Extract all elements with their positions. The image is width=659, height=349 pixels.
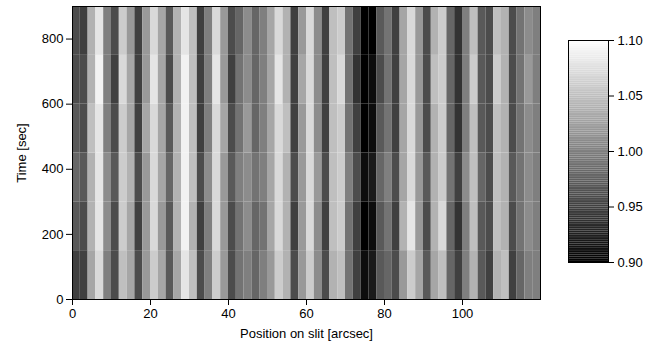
svg-text:100: 100 — [452, 306, 474, 321]
svg-text:0.90: 0.90 — [618, 255, 643, 270]
svg-text:0: 0 — [56, 292, 63, 307]
svg-text:400: 400 — [42, 161, 64, 176]
svg-text:60: 60 — [299, 306, 313, 321]
svg-text:800: 800 — [42, 31, 64, 46]
svg-text:1.10: 1.10 — [618, 33, 643, 48]
svg-text:Position on slit [arcsec]: Position on slit [arcsec] — [240, 326, 373, 341]
svg-text:Time [sec]: Time [sec] — [14, 123, 29, 182]
svg-text:40: 40 — [221, 306, 235, 321]
svg-text:20: 20 — [143, 306, 157, 321]
svg-text:80: 80 — [377, 306, 391, 321]
svg-text:0.95: 0.95 — [618, 199, 643, 214]
svg-text:1.00: 1.00 — [618, 144, 643, 159]
svg-text:0: 0 — [69, 306, 76, 321]
svg-text:600: 600 — [42, 96, 64, 111]
svg-text:1.05: 1.05 — [618, 88, 643, 103]
svg-text:200: 200 — [42, 227, 64, 242]
